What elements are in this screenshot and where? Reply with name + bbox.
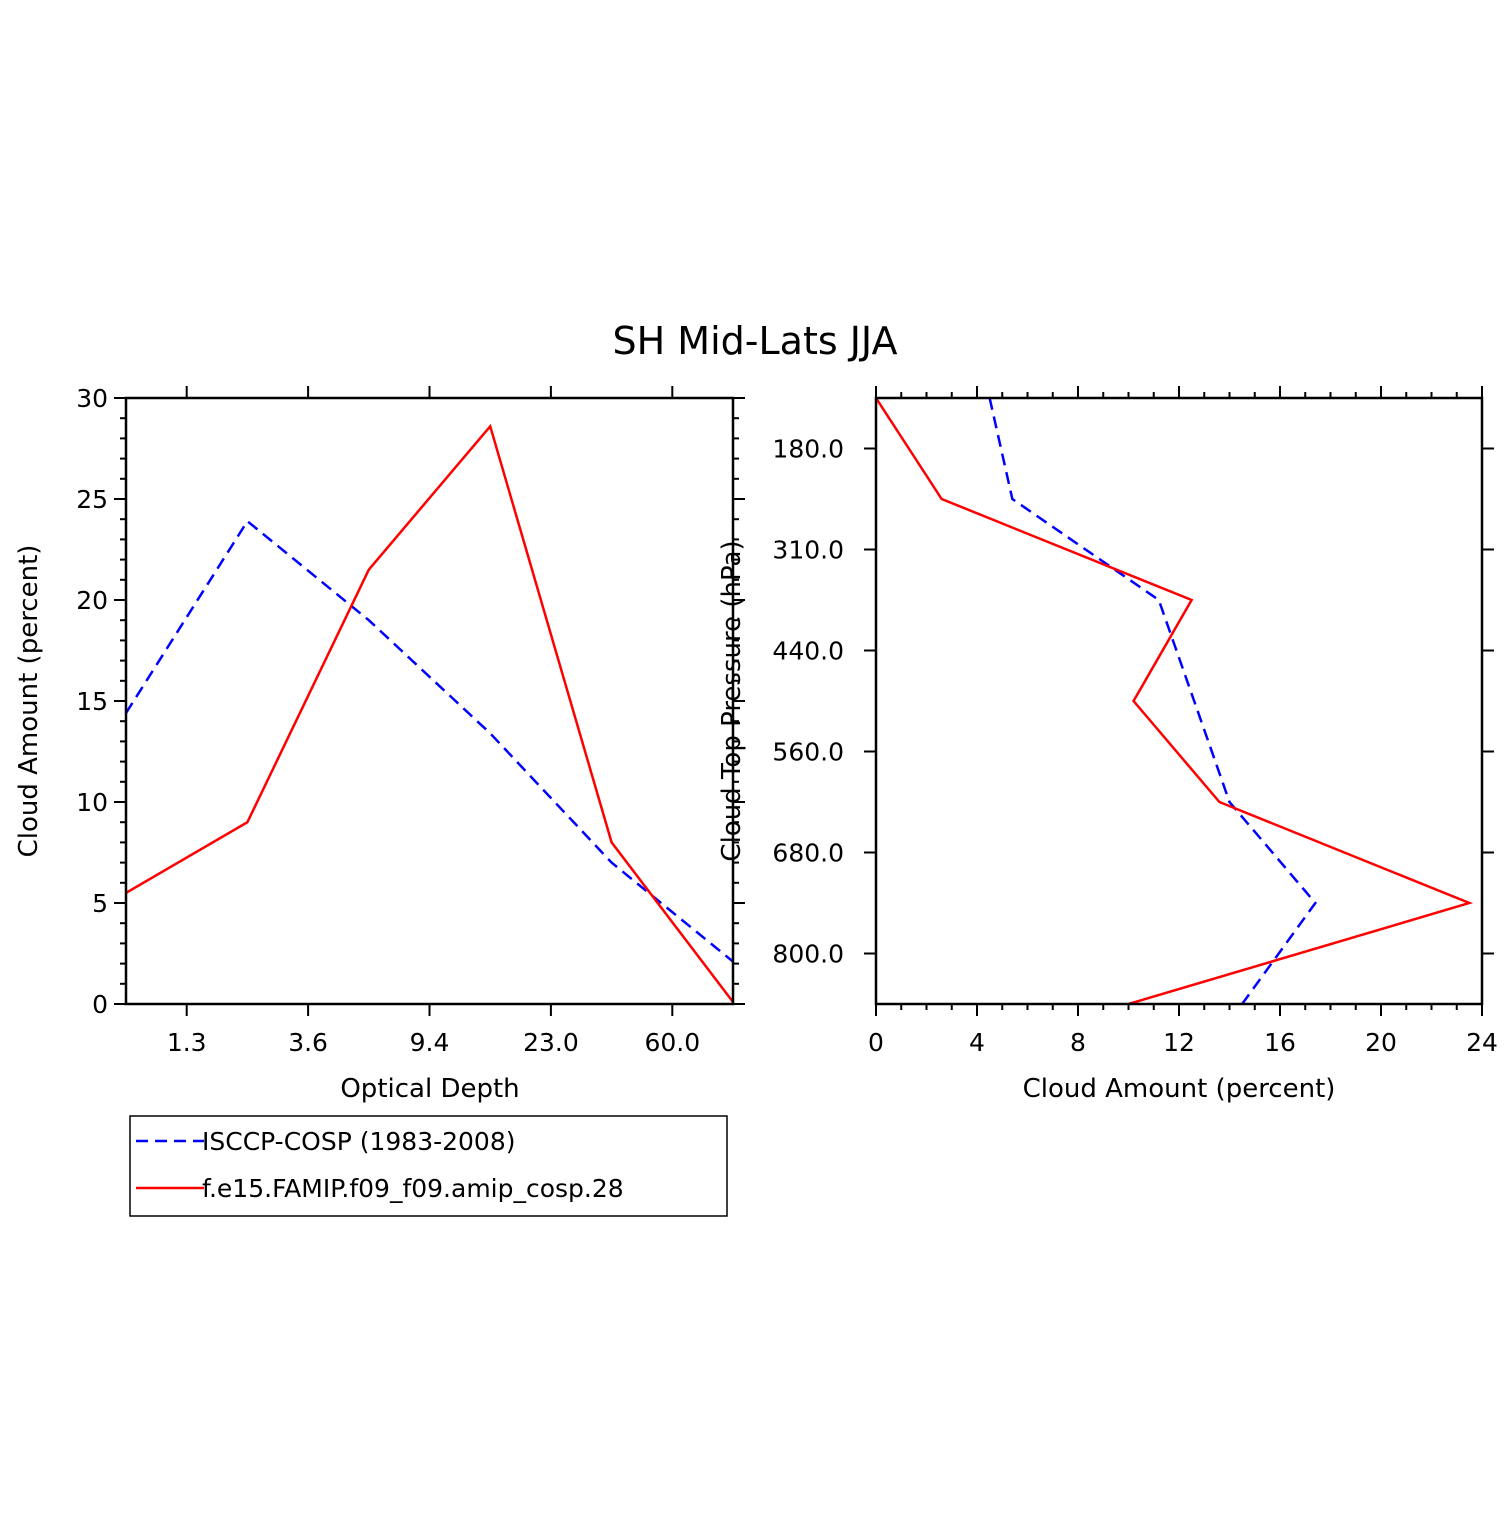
left-y-tick-label: 5 [92, 889, 108, 918]
right-x-axis-label: Cloud Amount (percent) [1023, 1074, 1336, 1104]
right-plot-frame [874, 396, 1484, 1006]
left-panel: 0 5 10 15 20 25 30 1.3 3.6 9.4 23.0 60.0 Optical De… [14, 384, 745, 1104]
left-y-tick-label: 15 [76, 687, 108, 716]
right-y-tick-label: 440.0 [772, 637, 844, 666]
left-y-tick-label: 25 [76, 485, 108, 514]
left-x-tick-label: 3.6 [288, 1028, 328, 1057]
right-x-tick-label: 16 [1264, 1028, 1296, 1057]
right-y-axis-label: Cloud Top Pressure (hPa) [717, 540, 747, 861]
right-panel-ticks: 0 4 8 12 16 20 24 180.0 310.0 440.0 560.0 680.0 800.… [772, 386, 1498, 1057]
right-x-tick-label: 20 [1365, 1028, 1397, 1057]
right-y-tick-label: 800.0 [772, 940, 844, 969]
legend: ISCCP-COSP (1983-2008) f.e15.FAMIP.f09_f… [129, 1115, 728, 1217]
left-x-tick-label: 60.0 [644, 1028, 700, 1057]
legend-model-label: f.e15.FAMIP.f09_f09.amip_cosp.28 [202, 1174, 624, 1203]
legend-obs-label: ISCCP-COSP (1983-2008) [202, 1127, 516, 1156]
left-series-obs-line [124, 519, 734, 963]
right-y-tick-label: 310.0 [772, 536, 844, 565]
left-panel-ticks: 0 5 10 15 20 25 30 1.3 3.6 9.4 23.0 60.0 [76, 384, 745, 1057]
right-series-model-line [874, 397, 1474, 1006]
figure-title: SH Mid-Lats JJA [613, 319, 898, 363]
right-x-tick-label: 12 [1163, 1028, 1195, 1057]
left-y-axis-label: Cloud Amount (percent) [14, 545, 44, 858]
left-plot-frame [124, 396, 735, 1006]
right-y-tick-label: 180.0 [772, 435, 844, 464]
right-x-tick-label: 0 [868, 1028, 884, 1057]
right-x-tick-label: 4 [969, 1028, 985, 1057]
right-panel: 0 4 8 12 16 20 24 180.0 310.0 440.0 560.0 680.0 800.… [717, 386, 1498, 1104]
left-x-tick-label: 23.0 [523, 1028, 579, 1057]
right-panel-series [874, 397, 1474, 1006]
right-x-tick-label: 8 [1070, 1028, 1086, 1057]
left-y-tick-label: 30 [76, 384, 108, 413]
left-x-tick-label: 9.4 [410, 1028, 450, 1057]
right-y-tick-label: 680.0 [772, 839, 844, 868]
left-y-tick-label: 20 [76, 586, 108, 615]
legend-box [129, 1115, 728, 1217]
left-series-model-line [125, 423, 734, 1003]
left-panel-series [124, 423, 734, 1003]
right-y-tick-label: 560.0 [772, 738, 844, 767]
right-x-tick-label: 24 [1466, 1028, 1498, 1057]
left-y-tick-label: 0 [92, 990, 108, 1019]
left-y-tick-label: 10 [76, 788, 108, 817]
left-x-axis-label: Optical Depth [340, 1074, 519, 1104]
left-x-tick-label: 1.3 [167, 1028, 207, 1057]
right-series-obs-line [988, 397, 1317, 1005]
